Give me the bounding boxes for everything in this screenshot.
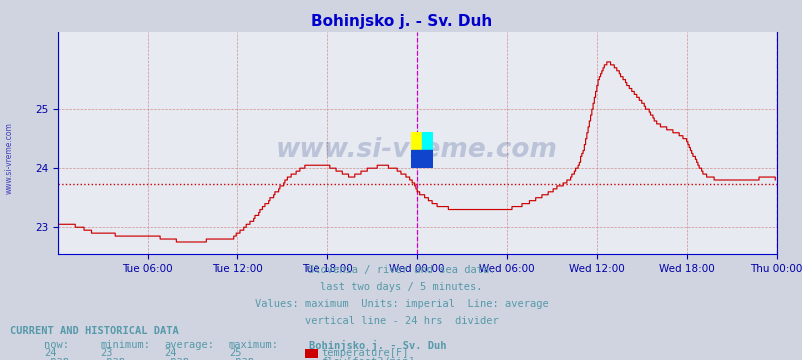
Bar xyxy=(410,150,433,168)
Text: -nan: -nan xyxy=(44,356,69,360)
Text: minimum:: minimum: xyxy=(100,340,150,350)
Bar xyxy=(422,132,433,150)
Text: vertical line - 24 hrs  divider: vertical line - 24 hrs divider xyxy=(304,316,498,327)
Text: -nan: -nan xyxy=(229,356,253,360)
Text: -nan: -nan xyxy=(100,356,125,360)
Text: now:: now: xyxy=(44,340,69,350)
Text: flow[foot3/min]: flow[foot3/min] xyxy=(321,356,415,360)
Bar xyxy=(410,132,422,150)
Text: temperature[F]: temperature[F] xyxy=(321,348,408,358)
Text: 25: 25 xyxy=(229,348,241,358)
Text: average:: average: xyxy=(164,340,214,350)
Text: Bohinjsko j. - Sv. Duh: Bohinjsko j. - Sv. Duh xyxy=(309,340,446,351)
Text: www.si-vreme.com: www.si-vreme.com xyxy=(276,137,557,163)
Text: 24: 24 xyxy=(164,348,177,358)
Text: CURRENT AND HISTORICAL DATA: CURRENT AND HISTORICAL DATA xyxy=(10,326,178,336)
Text: Slovenia / river and sea data.: Slovenia / river and sea data. xyxy=(307,265,495,275)
Text: last two days / 5 minutes.: last two days / 5 minutes. xyxy=(320,282,482,292)
Text: Values: maximum  Units: imperial  Line: average: Values: maximum Units: imperial Line: av… xyxy=(254,299,548,309)
Text: Bohinjsko j. - Sv. Duh: Bohinjsko j. - Sv. Duh xyxy=(310,14,492,30)
Text: -nan: -nan xyxy=(164,356,189,360)
Text: 24: 24 xyxy=(44,348,57,358)
Text: maximum:: maximum: xyxy=(229,340,278,350)
Text: 23: 23 xyxy=(100,348,113,358)
Text: www.si-vreme.com: www.si-vreme.com xyxy=(5,122,14,194)
